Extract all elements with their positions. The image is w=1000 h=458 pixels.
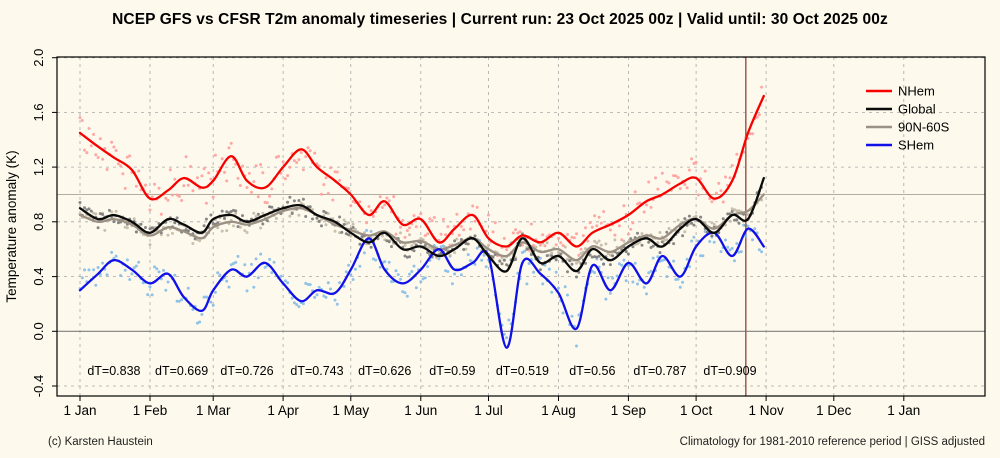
x-tick-label: 1 Jun: [404, 403, 437, 418]
axes: 1 Jan 1 Feb 1 Mar 1 Apr 1 May 1 Jun 1 Jul 1 Aug…: [4, 49, 920, 418]
dt-label: dT=0.726: [220, 364, 273, 378]
gridlines: [57, 57, 985, 396]
shem-line: [78, 227, 765, 349]
y-tick-label: 0.0: [31, 322, 46, 340]
dt-label: dT=0.838: [87, 364, 140, 378]
y-tick-label: 1.6: [31, 103, 46, 121]
x-tick-label: 1 Dec: [816, 403, 852, 418]
legend-label-shem: SHem: [898, 138, 934, 153]
x-tick-label: 1 Oct: [680, 403, 713, 418]
dt-label: dT=0.909: [703, 364, 756, 378]
y-tick-label: 0.8: [31, 213, 46, 231]
y-tick-label: -0.4: [31, 375, 46, 397]
y-tick-label: 2.0: [31, 49, 46, 67]
dt-label: dT=0.519: [496, 364, 549, 378]
90n-60s-line: [78, 193, 765, 262]
smoothed-lines: [78, 94, 765, 349]
scatter-nhem: [78, 85, 764, 258]
legend-label-global: Global: [898, 102, 936, 117]
x-tick-label: 1 Feb: [133, 403, 168, 418]
plot-box: [56, 56, 986, 397]
chart-title: NCEP GFS vs CFSR T2m anomaly timeseries …: [112, 11, 888, 28]
x-tick-label: 1 May: [332, 403, 369, 418]
dt-annotations: dT=0.838 dT=0.669 dT=0.726 dT=0.743 dT=0.626…: [87, 364, 756, 378]
dt-label: dT=0.787: [633, 364, 686, 378]
y-axis-title: Temperature anomaly (K): [4, 150, 19, 302]
legend-label-nhem: NHem: [898, 84, 935, 99]
dt-label: dT=0.59: [429, 364, 475, 378]
legend-label-90n-60s: 90N-60S: [898, 120, 950, 135]
copyright-text: (c) Karsten Haustein: [48, 436, 153, 448]
x-tick-label: 1 Mar: [196, 403, 231, 418]
daily-scatter: [78, 85, 764, 348]
y-tick-label: 0.4: [31, 268, 46, 286]
x-tick-label: 1 Apr: [267, 403, 299, 418]
global-line: [78, 176, 765, 273]
x-tick-label: 1 Nov: [748, 403, 784, 418]
dt-label: dT=0.626: [358, 364, 411, 378]
dt-label: dT=0.56: [569, 364, 615, 378]
dt-label: dT=0.743: [290, 364, 343, 378]
x-tick-label: 1 Jul: [474, 403, 503, 418]
dt-label: dT=0.669: [155, 364, 208, 378]
x-tick-label: 1 Sep: [611, 403, 646, 418]
x-tick-label: 1 Jan: [63, 403, 96, 418]
legend: NHem Global 90N-60S SHem: [866, 84, 950, 153]
climatology-note: Climatology for 1981-2010 reference peri…: [679, 436, 985, 448]
y-tick-label: 1.2: [31, 158, 46, 176]
x-tick-label: 1 Aug: [541, 403, 576, 418]
x-tick-label: 1 Jan: [887, 403, 920, 418]
nhem-line: [78, 94, 765, 248]
